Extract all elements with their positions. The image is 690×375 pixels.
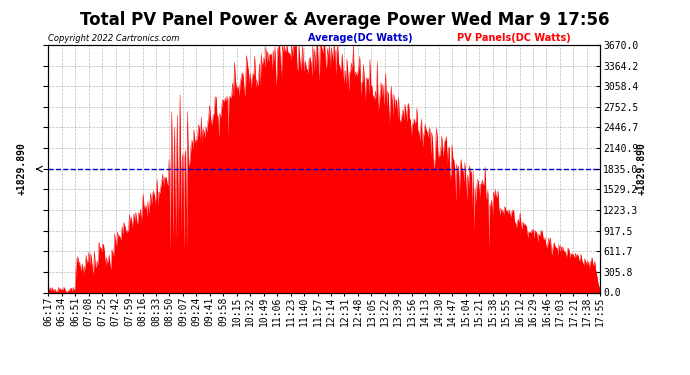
Text: Copyright 2022 Cartronics.com: Copyright 2022 Cartronics.com: [48, 33, 179, 42]
Text: +1829.890: +1829.890: [637, 142, 647, 195]
Text: Average(DC Watts): Average(DC Watts): [308, 33, 413, 42]
Text: Total PV Panel Power & Average Power Wed Mar 9 17:56: Total PV Panel Power & Average Power Wed…: [80, 11, 610, 29]
Text: PV Panels(DC Watts): PV Panels(DC Watts): [457, 33, 571, 42]
Text: +1829.890: +1829.890: [17, 142, 27, 195]
